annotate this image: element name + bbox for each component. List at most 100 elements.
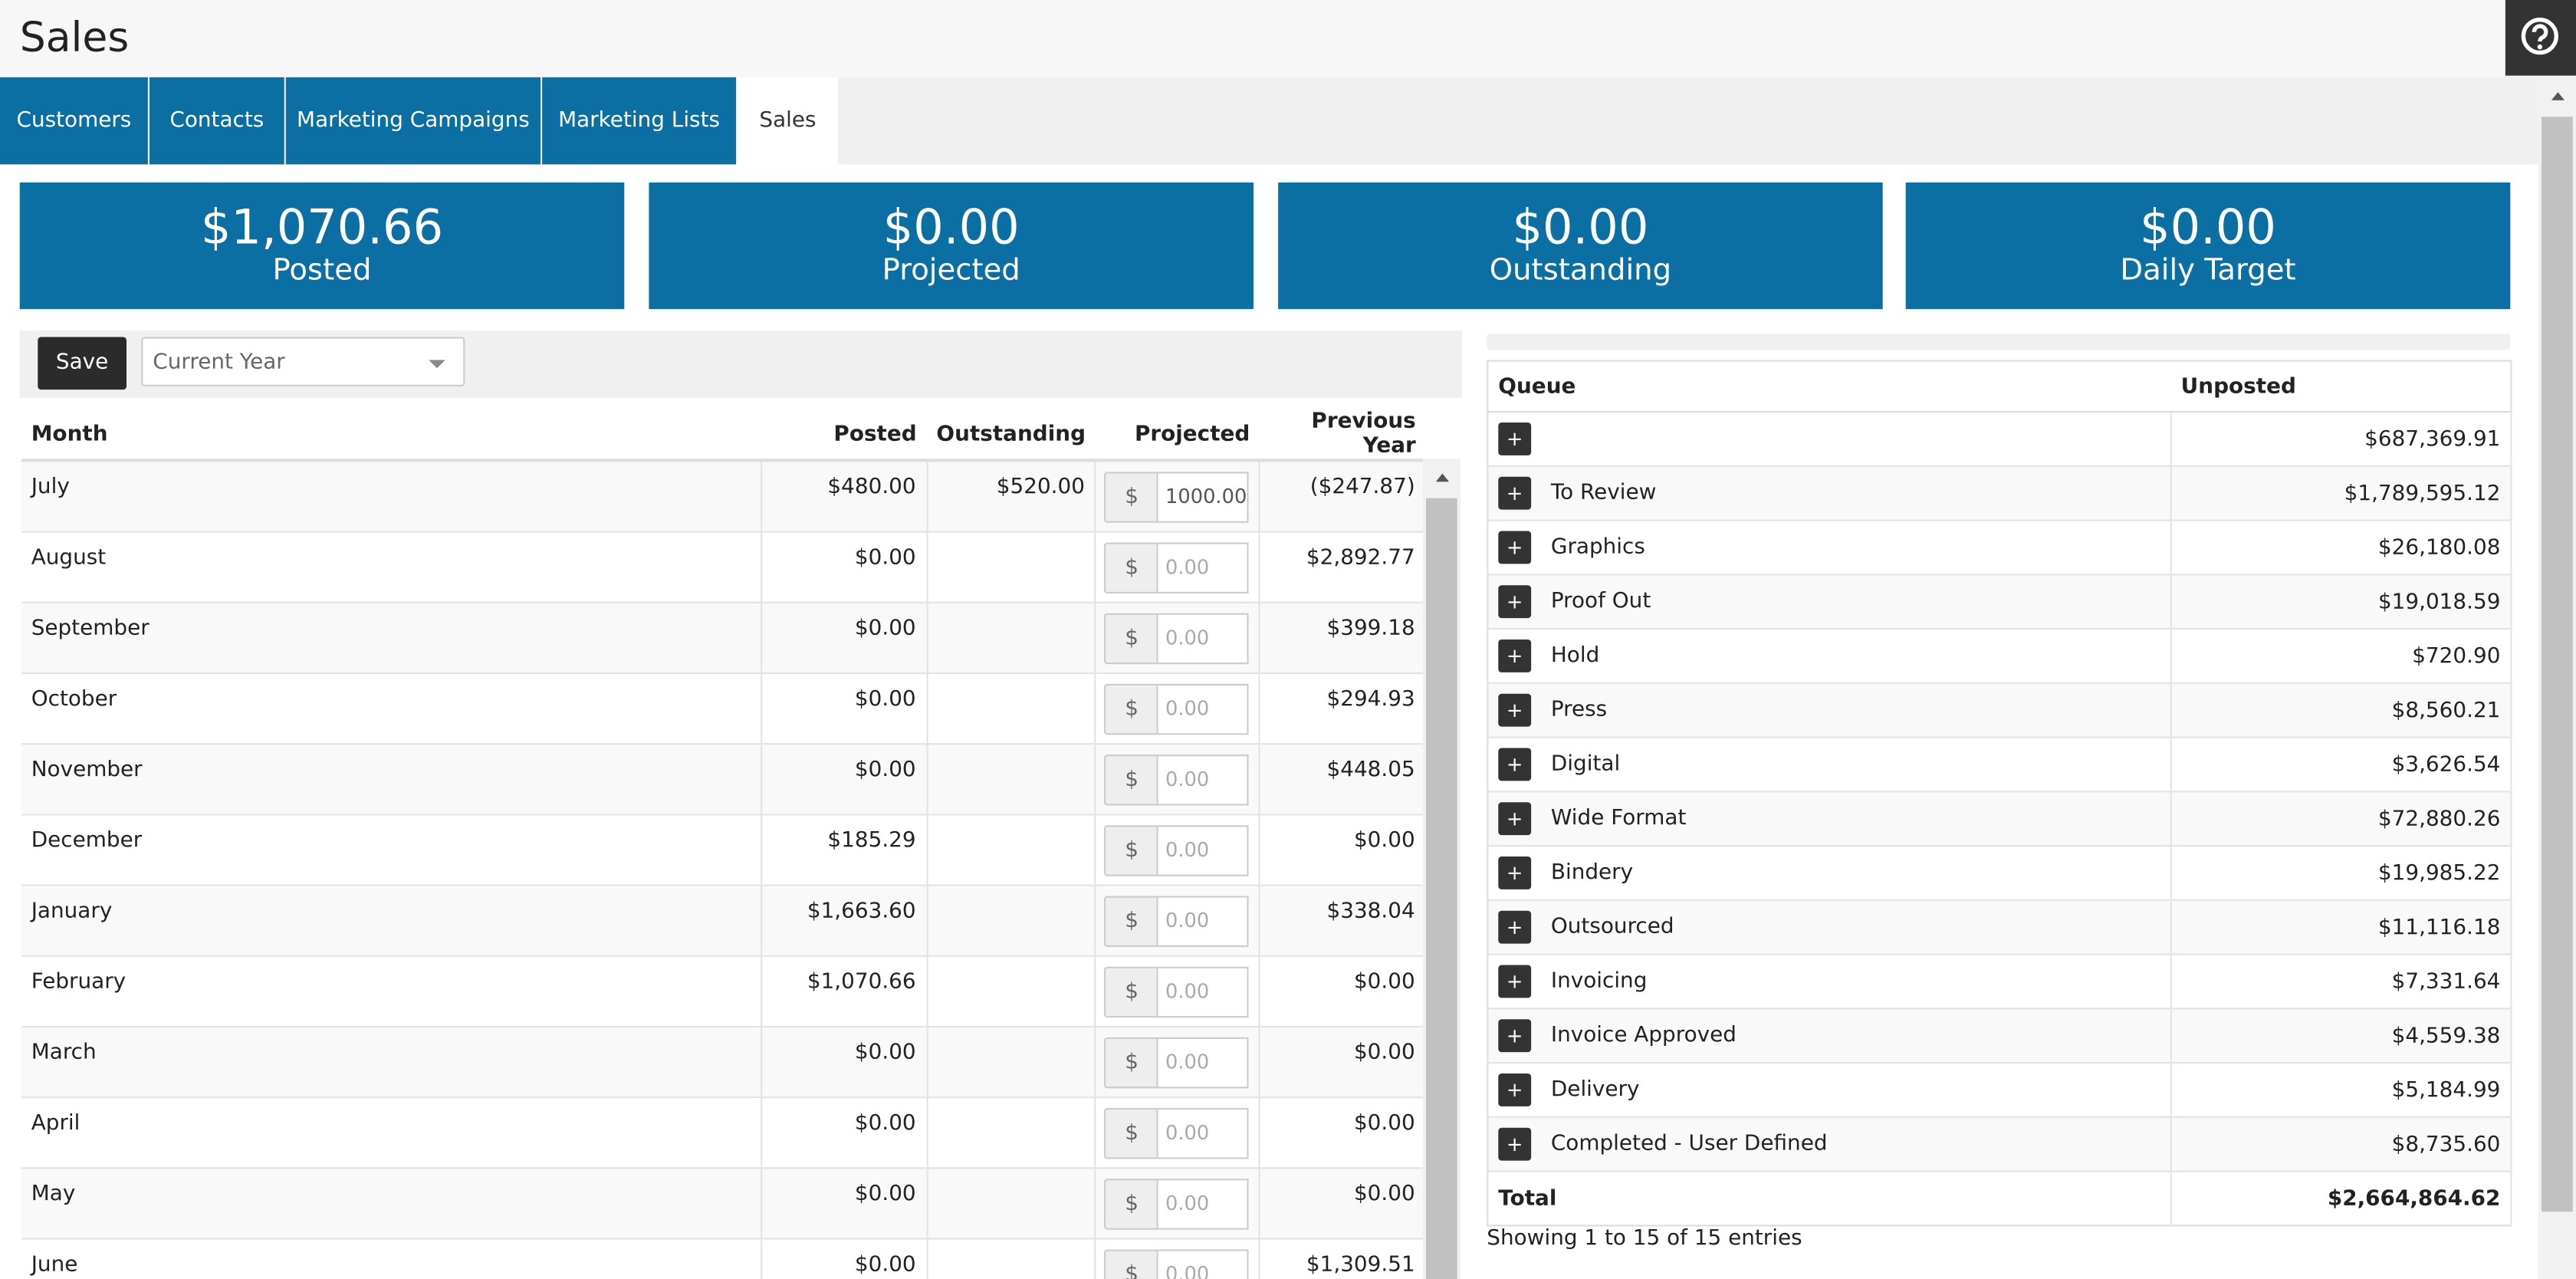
stat-label: Posted: [272, 253, 372, 288]
month-cell: October: [21, 672, 762, 745]
scrollbar: [2538, 77, 2576, 1279]
stat-value: $0.00: [1512, 199, 1649, 255]
tab[interactable]: Customers: [0, 77, 148, 165]
queue-cell: + To Review: [1487, 465, 2172, 521]
queue-cell: + Bindery: [1487, 845, 2172, 900]
posted-cell: $0.00: [761, 1238, 928, 1279]
unposted-cell: $687,369.91: [2170, 411, 2512, 466]
previous-year-cell: $338.04: [1260, 884, 1427, 956]
expand-button[interactable]: +: [1498, 910, 1532, 944]
queue-row: + Outsourced $11,116.18: [1487, 899, 2512, 955]
save-button[interactable]: Save: [38, 337, 127, 390]
expand-button[interactable]: +: [1498, 640, 1532, 672]
outstanding-cell: [926, 531, 1096, 603]
queue-name: Digital: [1550, 751, 1621, 778]
previous-year-cell: $0.00: [1260, 1097, 1427, 1169]
projected-cell: $1000.00: [1095, 460, 1261, 532]
total-value: $2,664,864.62: [2170, 1170, 2512, 1226]
posted-cell: $0.00: [761, 1025, 928, 1098]
expand-button[interactable]: +: [1498, 1019, 1532, 1053]
tab[interactable]: Marketing Campaigns: [285, 77, 540, 165]
projected-input[interactable]: 0.00: [1158, 612, 1250, 664]
expand-button[interactable]: +: [1498, 531, 1532, 564]
queue-cell: + Digital: [1487, 736, 2172, 792]
expand-button[interactable]: +: [1498, 1127, 1532, 1161]
queue-row: + $687,369.91: [1487, 411, 2512, 466]
queue-name: Outsourced: [1550, 915, 1674, 940]
help-button[interactable]: [2505, 0, 2576, 76]
currency-addon: $: [1104, 682, 1159, 735]
outstanding-cell: $520.00: [926, 460, 1096, 532]
queue-cell: + Delivery: [1487, 1062, 2172, 1117]
projected-cell: $0.00: [1095, 1025, 1261, 1098]
projected-input[interactable]: 0.00: [1158, 895, 1250, 946]
month-row: February $1,070.66 $0.00 $0.00: [21, 955, 1427, 1027]
outstanding-cell: [926, 955, 1096, 1027]
month-row: December $185.29 $0.00 $0.00: [21, 814, 1427, 886]
projected-input[interactable]: 0.00: [1158, 824, 1250, 876]
month-row: April $0.00 $0.00 $0.00: [21, 1097, 1427, 1169]
unposted-cell: $1,789,595.12: [2170, 465, 2512, 521]
input-group: $0.00: [1104, 541, 1251, 593]
expand-button[interactable]: +: [1498, 802, 1532, 836]
projected-input[interactable]: 0.00: [1158, 965, 1250, 1018]
expand-button[interactable]: +: [1498, 857, 1532, 889]
projected-input[interactable]: 1000.00: [1158, 472, 1250, 523]
tab[interactable]: Marketing Lists: [542, 77, 736, 165]
month-cell: January: [21, 884, 762, 956]
expand-button[interactable]: +: [1498, 965, 1532, 998]
input-group: $0.00: [1104, 1036, 1251, 1088]
projected-input[interactable]: 0.00: [1158, 1036, 1250, 1088]
input-group: $0.00: [1104, 1178, 1251, 1229]
unposted-cell: $19,985.22: [2170, 845, 2512, 900]
month-row: November $0.00 $0.00 $448.05: [21, 743, 1427, 815]
input-group: $0.00: [1104, 682, 1251, 735]
expand-button[interactable]: +: [1498, 748, 1532, 781]
queue-cell: + Press: [1487, 682, 2172, 738]
expand-button[interactable]: +: [1498, 422, 1532, 455]
projected-cell: $0.00: [1095, 1238, 1261, 1279]
input-group: $0.00: [1104, 824, 1251, 876]
month-cell: September: [21, 601, 762, 673]
projected-input[interactable]: 0.00: [1158, 754, 1250, 805]
previous-year-cell: $0.00: [1260, 1025, 1427, 1098]
expand-button[interactable]: +: [1498, 1074, 1532, 1106]
period-select[interactable]: Current Year: [141, 337, 465, 386]
projected-input[interactable]: 0.00: [1158, 541, 1250, 593]
month-row: May $0.00 $0.00 $0.00: [21, 1167, 1427, 1239]
previous-year-cell: $0.00: [1260, 955, 1427, 1027]
queue-cell: + Hold: [1487, 628, 2172, 683]
stat-card: $0.00 Outstanding: [1278, 182, 1883, 310]
stat-card: $0.00 Projected: [649, 182, 1254, 310]
queue-row: + Proof Out $19,018.59: [1487, 574, 2512, 630]
projected-input[interactable]: 0.00: [1158, 1248, 1250, 1279]
input-group: $0.00: [1104, 1106, 1251, 1159]
expand-button[interactable]: +: [1498, 693, 1532, 727]
expand-button[interactable]: +: [1498, 585, 1532, 619]
posted-cell: $1,070.66: [761, 955, 928, 1027]
unposted-cell: $72,880.26: [2170, 791, 2512, 847]
queue-name: Wide Format: [1550, 806, 1687, 831]
month-cell: May: [21, 1167, 762, 1239]
expand-button[interactable]: +: [1498, 476, 1532, 510]
months-table: Month Posted Outstanding Projected Previous …: [21, 409, 1427, 1279]
stat-card: $0.00 Daily Target: [1905, 182, 2511, 310]
queue-cell: + Invoicing: [1487, 953, 2172, 1009]
queue-cell: + Completed - User Defined: [1487, 1116, 2172, 1172]
projected-input[interactable]: 0.00: [1158, 1106, 1250, 1159]
projected-cell: $0.00: [1095, 531, 1261, 603]
tab[interactable]: Sales: [738, 77, 838, 165]
previous-year-cell: $399.18: [1260, 601, 1427, 673]
tab[interactable]: Contacts: [150, 77, 284, 165]
previous-year-cell: $1,309.51: [1260, 1238, 1427, 1279]
unposted-cell: $8,560.21: [2170, 682, 2512, 738]
queue-row: + Press $8,560.21: [1487, 682, 2512, 738]
outstanding-cell: [926, 1167, 1096, 1239]
month-cell: April: [21, 1097, 762, 1169]
queue-row: + Graphics $26,180.08: [1487, 519, 2512, 575]
input-group: $1000.00: [1104, 472, 1251, 523]
projected-input[interactable]: 0.00: [1158, 1178, 1250, 1229]
projected-cell: $0.00: [1095, 884, 1261, 956]
outstanding-cell: [926, 672, 1096, 745]
projected-input[interactable]: 0.00: [1158, 682, 1250, 735]
